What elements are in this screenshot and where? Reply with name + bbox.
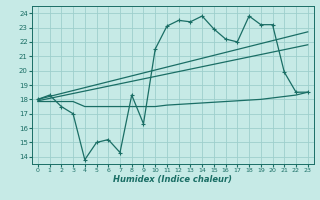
- X-axis label: Humidex (Indice chaleur): Humidex (Indice chaleur): [113, 175, 232, 184]
